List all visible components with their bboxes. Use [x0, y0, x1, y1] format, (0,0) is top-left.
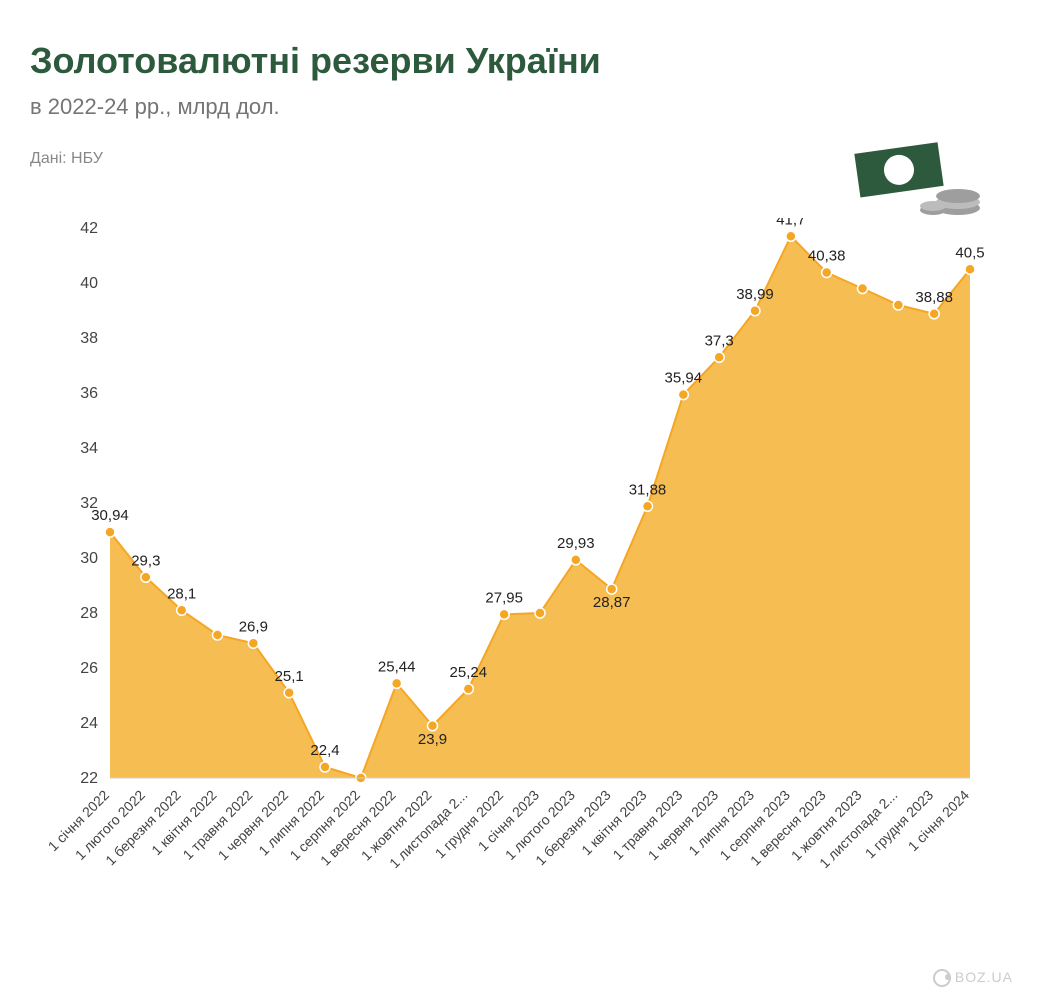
data-marker: [607, 584, 617, 594]
y-tick-label: 30: [80, 550, 98, 567]
data-marker: [750, 306, 760, 316]
value-label: 23,9: [418, 731, 447, 748]
watermark: BOZ.UA: [933, 969, 1013, 987]
data-marker: [822, 268, 832, 278]
value-label: 22,4: [310, 742, 339, 759]
data-marker: [463, 684, 473, 694]
data-marker: [177, 605, 187, 615]
reserves-area-chart: 222426283032343638404230,9429,328,126,92…: [30, 218, 990, 938]
value-label: 38,99: [736, 286, 774, 303]
y-tick-label: 42: [80, 220, 98, 237]
y-tick-label: 26: [80, 660, 98, 677]
data-marker: [929, 309, 939, 319]
data-marker: [499, 609, 509, 619]
y-tick-label: 40: [80, 275, 98, 292]
y-tick-label: 22: [80, 770, 98, 787]
value-label: 41,7: [776, 218, 805, 228]
area-fill: [110, 236, 970, 778]
value-label: 29,3: [131, 552, 160, 569]
value-label: 40,38: [808, 248, 846, 265]
data-marker: [786, 231, 796, 241]
value-label: 27,95: [485, 589, 523, 606]
y-tick-label: 36: [80, 385, 98, 402]
data-marker: [893, 300, 903, 310]
data-marker: [320, 762, 330, 772]
y-tick-label: 24: [80, 715, 98, 732]
y-tick-label: 34: [80, 440, 98, 457]
chart-title: Золотовалютні резерви України: [30, 40, 1013, 82]
value-label: 37,3: [705, 332, 734, 349]
value-label: 29,93: [557, 535, 595, 552]
y-tick-label: 28: [80, 605, 98, 622]
money-icon: [853, 140, 983, 210]
data-marker: [678, 390, 688, 400]
value-label: 28,1: [167, 585, 196, 602]
data-marker: [643, 501, 653, 511]
data-marker: [392, 678, 402, 688]
data-marker: [965, 264, 975, 274]
data-marker: [284, 688, 294, 698]
value-label: 28,87: [593, 594, 631, 611]
value-label: 25,24: [450, 664, 488, 681]
value-label: 31,88: [629, 481, 667, 498]
y-tick-label: 38: [80, 330, 98, 347]
data-marker: [248, 638, 258, 648]
data-marker: [105, 527, 115, 537]
value-label: 38,88: [915, 289, 953, 306]
value-label: 26,9: [239, 618, 268, 635]
chart-svg: 222426283032343638404230,9429,328,126,92…: [30, 218, 990, 938]
chart-subtitle: в 2022-24 рр., млрд дол.: [30, 94, 1013, 120]
data-marker: [535, 608, 545, 618]
value-label: 25,1: [275, 668, 304, 685]
data-marker: [571, 555, 581, 565]
value-label: 25,44: [378, 658, 416, 675]
data-marker: [428, 721, 438, 731]
value-label: 35,94: [665, 370, 703, 387]
value-label: 40,5: [955, 244, 984, 261]
data-marker: [858, 284, 868, 294]
data-marker: [714, 352, 724, 362]
data-marker: [141, 572, 151, 582]
value-label: 30,94: [91, 507, 129, 524]
data-marker: [213, 630, 223, 640]
